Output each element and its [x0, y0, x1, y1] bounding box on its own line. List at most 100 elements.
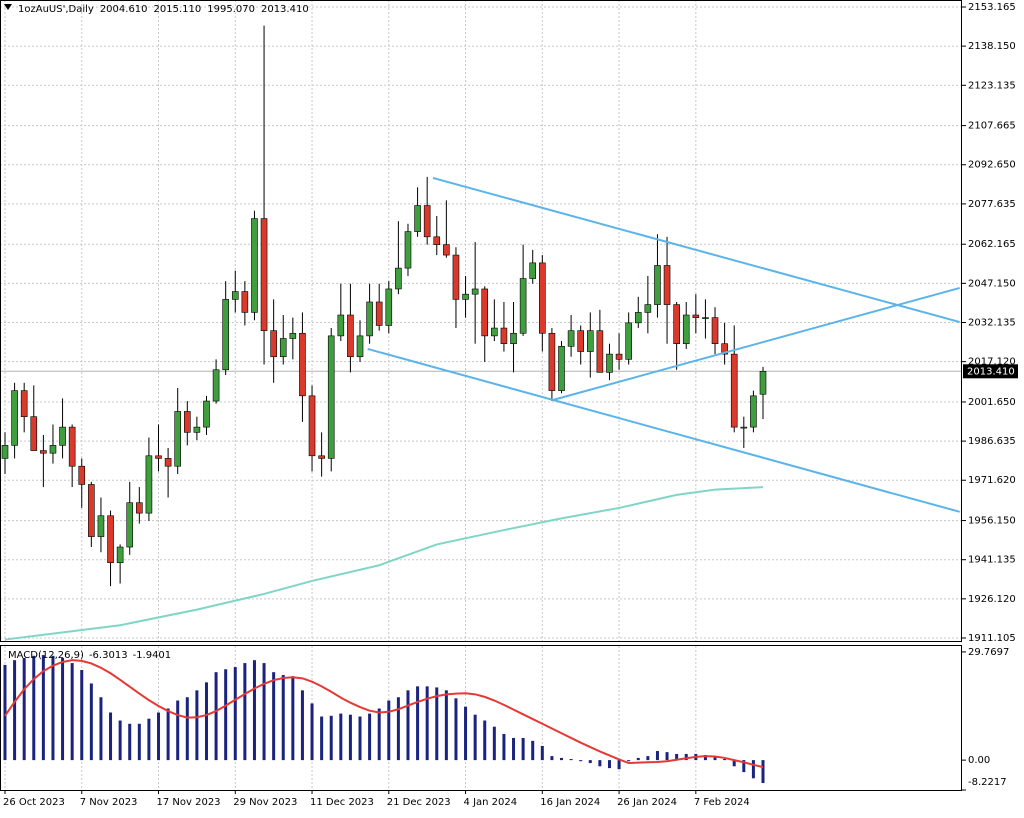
macd-bar: [521, 737, 525, 761]
macd-bar: [675, 753, 679, 761]
candle-body: [471, 288, 479, 295]
x-tick-label: 17 Nov 2023: [157, 797, 221, 808]
macd-bar: [416, 686, 420, 761]
macd-bar: [185, 697, 189, 761]
candle-body: [59, 426, 66, 446]
y-tick-label: 1926.120: [968, 594, 1016, 605]
macd-bar: [598, 760, 602, 767]
candle-body: [299, 332, 306, 397]
candle-body: [625, 322, 632, 360]
macd-bar: [204, 682, 208, 761]
y-tick-label: 2077.635: [968, 199, 1016, 210]
candle-body: [606, 353, 613, 373]
candle-body: [750, 395, 757, 428]
macd-bar: [569, 759, 573, 761]
macd-bar: [281, 675, 285, 761]
menu-triangle[interactable]: [4, 4, 12, 10]
candle-body: [673, 304, 680, 345]
macd-bar: [646, 756, 650, 761]
y-tick-label: 1986.635: [968, 436, 1016, 447]
candle-body: [423, 205, 431, 238]
y-tick-label: 2032.135: [968, 317, 1016, 328]
candle-body: [30, 416, 38, 451]
candle-body: [126, 502, 134, 548]
x-tick-label: 16 Jan 2024: [540, 797, 600, 808]
macd-bar: [540, 745, 544, 761]
macd-bar: [483, 720, 487, 761]
macd-bar: [80, 669, 84, 761]
macd-bar: [233, 667, 237, 761]
price-pane-border: [0, 0, 962, 642]
candle-body: [586, 330, 594, 352]
macd-bar: [176, 700, 180, 761]
x-tick-label: 26 Jan 2024: [617, 797, 677, 808]
marks: [0, 25, 962, 784]
header-text: 1ozAuUS',Daily: [18, 4, 94, 15]
candle-body: [260, 218, 268, 331]
candle-body: [634, 312, 642, 324]
candle-body: [116, 546, 124, 563]
candle-body: [711, 317, 719, 345]
candle-body: [251, 218, 258, 313]
macd-bar: [13, 660, 17, 761]
macd-bar: [550, 756, 554, 761]
macd-bar: [531, 740, 535, 761]
candle-body: [433, 236, 441, 245]
y-tick-label: 2123.135: [968, 80, 1016, 91]
macd-bar: [406, 690, 410, 761]
x-tick-label: 11 Dec 2023: [310, 797, 374, 808]
x-tick-label: 7 Feb 2024: [694, 797, 750, 808]
candle-body: [567, 330, 575, 347]
header-text: -6.3013: [89, 650, 128, 661]
y-tick-label: 2017.120: [968, 357, 1016, 368]
macd-bar: [320, 716, 324, 761]
candle-body: [510, 332, 517, 345]
candle-body: [327, 335, 335, 459]
candle-body: [395, 267, 402, 290]
candle-body: [721, 343, 728, 355]
y-tick-label: 2153.165: [968, 2, 1016, 13]
current-price-label: 2013.410: [967, 366, 1015, 377]
candle-body: [663, 265, 671, 305]
candle-body: [107, 515, 114, 563]
candle-body: [145, 455, 153, 514]
macd-bar: [147, 718, 151, 761]
macd-bar: [310, 703, 314, 761]
macd-bar: [627, 760, 631, 762]
macd-bar: [272, 672, 276, 761]
candle-body: [404, 231, 412, 269]
candle-body: [375, 301, 383, 326]
trend-line: [367, 347, 960, 513]
macd-bar: [655, 751, 659, 761]
candle-body: [654, 265, 661, 305]
candle-body: [692, 314, 700, 318]
macd-signal: [4, 659, 764, 769]
macd-bar: [512, 737, 516, 761]
macd-bar: [89, 683, 93, 761]
candle-body: [702, 317, 709, 319]
candle-body: [577, 330, 584, 352]
macd-bar: [291, 676, 295, 761]
candle-body: [385, 288, 393, 326]
macd-bar: [761, 760, 765, 784]
candle-body: [193, 426, 201, 433]
macd-bar: [464, 706, 468, 761]
candle-body: [414, 205, 421, 232]
current-price-box: [963, 364, 1018, 379]
macd-bar: [61, 657, 65, 761]
macd-bar: [243, 663, 247, 761]
macd-bar: [99, 697, 103, 761]
candle-body: [730, 353, 738, 428]
macd-bar: [502, 733, 506, 761]
macd-bar: [339, 713, 343, 761]
macd-pane-border: [0, 645, 962, 791]
candle-body: [68, 426, 76, 467]
macd-bar: [751, 760, 755, 779]
candle-body: [78, 465, 86, 485]
candle-body: [40, 450, 47, 454]
macd-bar: [617, 760, 621, 770]
candle-body: [174, 411, 182, 467]
header-text: 1995.070: [207, 4, 255, 15]
macd-bar: [348, 714, 352, 761]
